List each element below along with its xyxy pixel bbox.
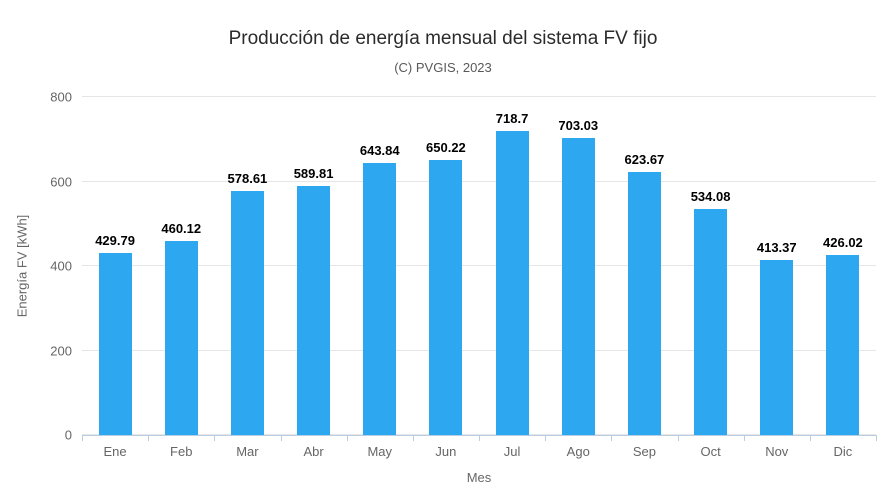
x-axis-tick xyxy=(611,435,613,441)
x-axis-tick xyxy=(148,435,150,441)
bar-value-label: 703.03 xyxy=(558,117,599,133)
bar-value-label: 534.08 xyxy=(690,189,731,205)
x-category-label-Ene: Ene xyxy=(103,444,127,459)
x-axis-tick xyxy=(346,435,348,441)
x-category-label-Mar: Mar xyxy=(236,444,259,459)
x-axis-tick xyxy=(280,435,282,441)
bar-value-label: 413.37 xyxy=(756,240,797,256)
y-tick-label: 400 xyxy=(50,258,72,274)
x-axis-tick xyxy=(412,435,414,441)
x-category-label-Jul: Jul xyxy=(503,444,521,459)
x-category-label-Abr: Abr xyxy=(303,444,324,459)
bar-value-label: 426.02 xyxy=(823,235,863,251)
bar-value-label: 460.12 xyxy=(161,220,202,236)
gridline xyxy=(82,349,876,351)
x-category-label-Oct: Oct xyxy=(700,444,721,459)
bar-Ene xyxy=(98,253,132,435)
x-axis-tick xyxy=(545,435,547,441)
x-category-label-Dic: Dic xyxy=(833,444,853,459)
bar-Jul xyxy=(495,131,529,435)
x-category-label-Feb: Feb xyxy=(170,444,193,459)
x-category-label-May: May xyxy=(367,444,393,459)
bar-Dic xyxy=(826,255,860,435)
y-tick-label: 800 xyxy=(50,89,72,105)
bar-value-label: 623.67 xyxy=(624,151,665,167)
y-tick-label: 600 xyxy=(50,174,72,189)
x-axis-tick xyxy=(82,435,83,441)
x-category-label-Nov: Nov xyxy=(765,444,789,459)
bar-value-label: 650.22 xyxy=(426,140,466,156)
x-axis-tick xyxy=(876,435,877,441)
bar-Jun xyxy=(429,160,463,435)
x-category-label-Jun: Jun xyxy=(435,444,457,459)
gridline xyxy=(82,180,876,182)
x-axis-tick xyxy=(479,435,480,441)
bar-value-label: 578.61 xyxy=(227,170,268,186)
bar-Sep xyxy=(627,171,661,435)
y-tick-label: 0 xyxy=(64,427,72,443)
chart-subtitle: (C) PVGIS, 2023 xyxy=(394,60,492,75)
x-category-label-Sep: Sep xyxy=(632,444,656,459)
bar-Abr xyxy=(297,185,331,435)
bar-value-label: 429.79 xyxy=(95,233,135,249)
y-tick-label: 200 xyxy=(50,343,72,358)
x-axis-title: Mes xyxy=(466,470,492,485)
bar-Feb xyxy=(164,240,198,435)
chart-title: Producción de energía mensual del sistem… xyxy=(228,28,658,49)
bar-Ago xyxy=(561,137,595,435)
x-axis-line xyxy=(82,435,876,436)
x-axis-tick xyxy=(809,435,811,441)
bar-Nov xyxy=(760,260,794,435)
bar-May xyxy=(363,162,397,435)
x-axis-tick xyxy=(677,435,679,441)
x-axis-tick xyxy=(214,435,216,441)
gridline xyxy=(82,434,876,435)
bar-value-label: 643.84 xyxy=(359,142,400,158)
bar-value-label: 589.81 xyxy=(293,165,334,181)
bar-value-label: 718.7 xyxy=(495,111,529,127)
bar-Mar xyxy=(230,190,264,435)
gridline xyxy=(82,96,876,97)
gridline xyxy=(82,265,876,266)
x-axis-tick xyxy=(743,435,745,441)
plot-area: 429.79 460.12 578.61 589.81 643.84 650.22 718.… xyxy=(82,96,876,436)
bar-Oct xyxy=(694,209,728,435)
x-category-label-Ago: Ago xyxy=(566,444,590,459)
